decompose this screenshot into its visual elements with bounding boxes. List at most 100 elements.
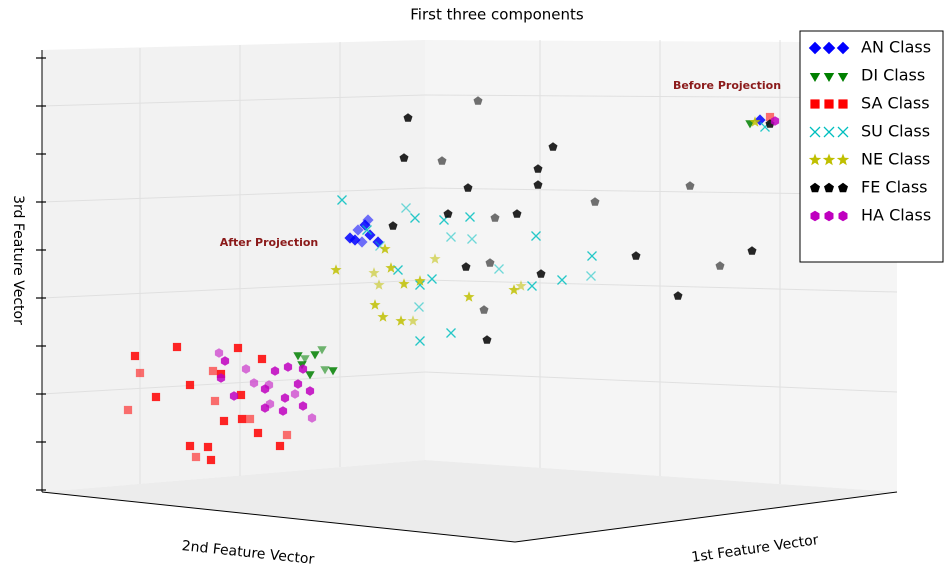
legend-marker xyxy=(822,153,836,166)
point xyxy=(364,229,376,241)
point xyxy=(427,274,437,284)
legend-label: HA Class xyxy=(861,206,931,225)
point xyxy=(415,336,425,346)
point xyxy=(388,221,398,230)
point xyxy=(429,253,441,264)
point xyxy=(512,209,522,218)
point xyxy=(747,246,757,255)
point xyxy=(172,342,182,352)
point xyxy=(465,212,475,222)
legend-label: SU Class xyxy=(861,122,930,141)
point xyxy=(398,278,410,289)
legend-marker xyxy=(836,41,850,55)
point xyxy=(328,367,338,376)
point xyxy=(270,366,280,376)
annotation: Before Projection xyxy=(673,79,781,92)
point xyxy=(557,275,567,285)
point xyxy=(368,267,380,278)
point xyxy=(253,428,263,438)
point xyxy=(414,302,424,312)
point xyxy=(352,224,364,236)
chart-title: First three components xyxy=(410,6,584,24)
point xyxy=(401,203,411,213)
point xyxy=(135,368,145,378)
point xyxy=(317,346,327,355)
point xyxy=(754,114,766,126)
point xyxy=(298,401,308,411)
point xyxy=(290,389,300,399)
point xyxy=(320,366,330,375)
point xyxy=(278,406,288,416)
points xyxy=(123,96,780,465)
point xyxy=(403,113,413,122)
point xyxy=(685,181,695,190)
point xyxy=(673,291,683,300)
point xyxy=(337,195,347,205)
point xyxy=(446,328,456,338)
legend: AN Class DI Class SA Class SU Class NE Class… xyxy=(799,30,944,263)
point xyxy=(130,351,140,361)
point xyxy=(494,264,504,274)
point xyxy=(467,234,477,244)
point xyxy=(362,225,372,235)
point xyxy=(282,430,292,440)
legend-marker xyxy=(810,99,820,109)
point xyxy=(533,164,543,173)
point xyxy=(203,442,213,452)
point xyxy=(220,356,230,366)
legend-marker xyxy=(809,126,821,138)
point xyxy=(385,262,397,273)
point xyxy=(515,280,527,291)
legend-marker xyxy=(824,210,834,222)
point xyxy=(631,251,641,260)
point xyxy=(241,364,251,374)
point xyxy=(415,280,425,290)
point xyxy=(260,403,270,413)
point xyxy=(237,414,247,424)
legend-marker xyxy=(836,153,850,166)
point xyxy=(300,355,310,364)
legend-marker xyxy=(808,41,822,55)
point xyxy=(399,153,409,162)
point xyxy=(770,116,780,126)
legend-marker xyxy=(838,99,848,109)
point xyxy=(527,281,537,291)
point xyxy=(749,116,761,127)
point xyxy=(298,364,308,374)
point xyxy=(461,262,471,271)
point xyxy=(715,261,725,270)
point xyxy=(236,390,246,400)
point xyxy=(369,299,381,310)
z-axis-label: 3rd Feature Vector xyxy=(10,195,26,325)
point xyxy=(245,414,255,424)
legend-marker xyxy=(824,182,834,193)
point xyxy=(233,343,243,353)
point xyxy=(219,416,229,426)
point xyxy=(349,234,361,246)
point xyxy=(473,96,483,105)
point xyxy=(305,371,315,380)
legend-marker xyxy=(810,210,820,222)
point xyxy=(280,393,290,403)
point xyxy=(330,264,342,275)
legend-marker xyxy=(824,99,834,109)
legend-label: FE Class xyxy=(861,178,928,197)
point xyxy=(490,213,500,222)
point xyxy=(531,231,541,241)
point xyxy=(437,156,447,165)
legend-marker xyxy=(838,210,848,222)
point xyxy=(463,291,475,302)
y-axis-label: 2nd Feature Vector xyxy=(181,538,315,568)
point xyxy=(590,197,600,206)
point xyxy=(377,311,389,322)
point xyxy=(293,379,303,389)
legend-marker xyxy=(823,73,835,82)
point xyxy=(191,452,201,462)
point xyxy=(479,305,489,314)
point xyxy=(508,284,520,295)
point xyxy=(229,391,239,401)
point xyxy=(249,378,259,388)
legend-marker xyxy=(809,73,821,82)
point xyxy=(257,354,267,364)
